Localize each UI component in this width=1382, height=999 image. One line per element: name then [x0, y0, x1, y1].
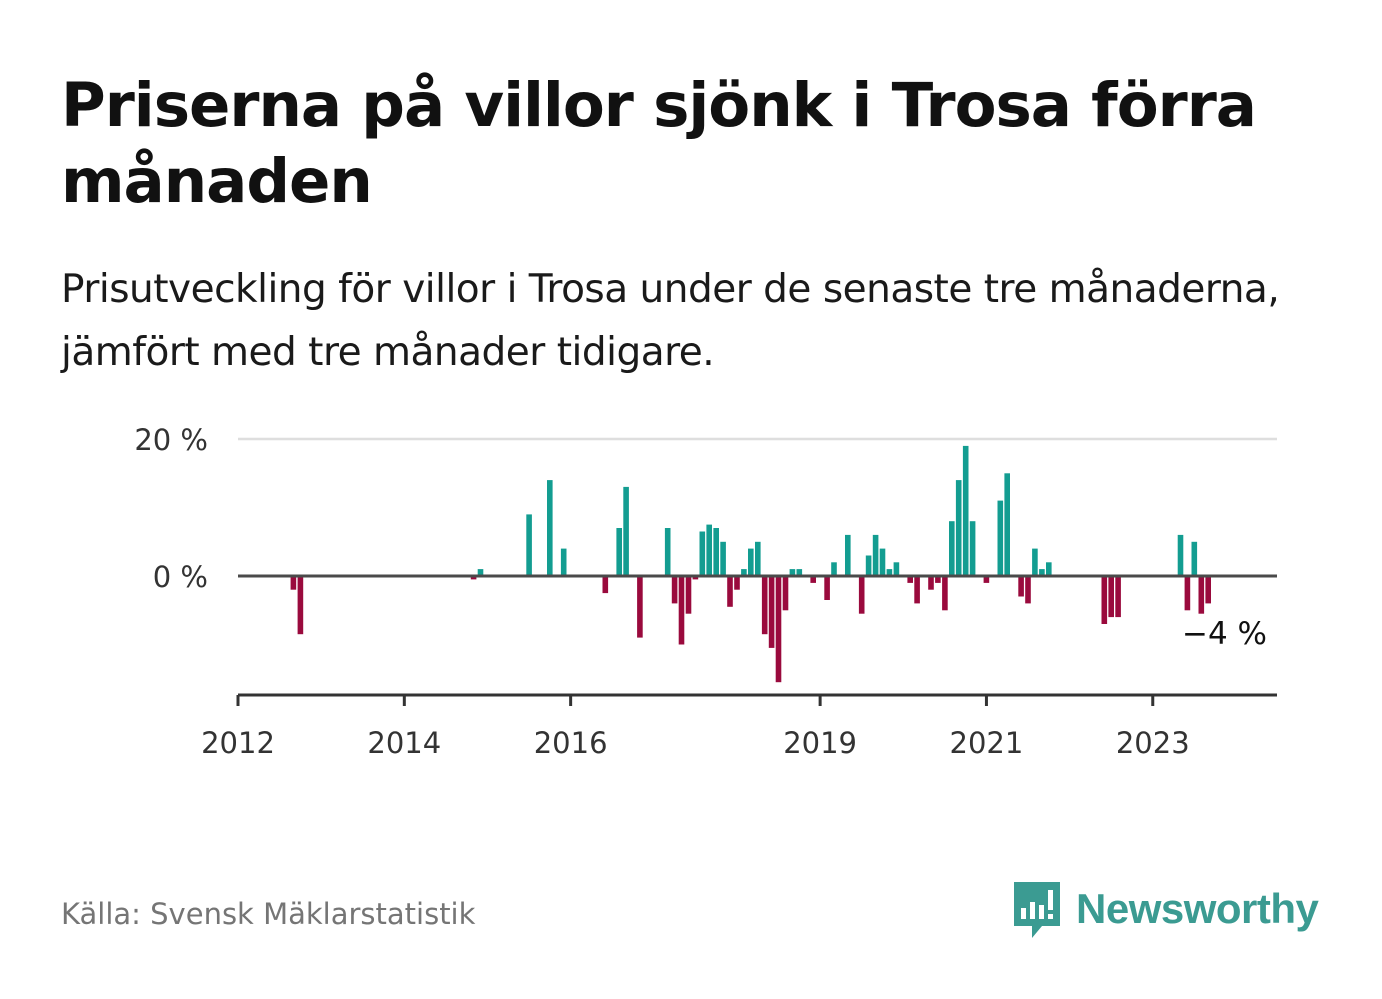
x-tick-label: 2021 — [950, 726, 1024, 760]
bar-2017-03 — [664, 528, 671, 576]
bar-2022-07 — [1108, 576, 1114, 618]
x-tick-label: 2016 — [534, 726, 608, 760]
bar-2021-01 — [983, 576, 990, 583]
bar-2014-11 — [470, 576, 477, 580]
bar-2019-03 — [831, 562, 837, 576]
bar-2021-04 — [1004, 473, 1010, 577]
bar-2016-06 — [602, 576, 609, 594]
bar-2018-07 — [775, 576, 782, 683]
bar-2017-08 — [699, 531, 706, 576]
bar-2020-09 — [955, 480, 962, 576]
bar-2023-09 — [1205, 576, 1211, 604]
newsworthy-logo-text: Newsworthy — [1076, 885, 1319, 932]
newsworthy-logo[interactable]: Newsworthy — [1010, 878, 1319, 940]
bar-2021-09 — [1039, 569, 1045, 576]
x-tick-label: 2014 — [367, 726, 441, 760]
bar-2020-02 — [907, 576, 913, 583]
bar-2017-04 — [671, 576, 678, 604]
bar-2022-06 — [1101, 576, 1108, 624]
bars — [290, 445, 1211, 683]
labels: 0 % 20 % 2012 2014 2016 2019 2021 2023 −4 % — [134, 423, 1267, 760]
bar-2021-06 — [1018, 576, 1024, 597]
bar-2019-05 — [845, 534, 851, 576]
bar-2021-07 — [1025, 576, 1031, 604]
bar-2017-06 — [685, 576, 692, 614]
bar-2017-09 — [706, 524, 712, 576]
bar-2021-10 — [1046, 562, 1052, 576]
bar-2017-10 — [713, 528, 719, 576]
bar-2018-02 — [741, 569, 747, 576]
newsworthy-logo-icon — [1014, 882, 1060, 938]
bar-2012-10 — [297, 576, 304, 635]
last-value-label: −4 % — [1182, 616, 1267, 652]
bar-2020-08 — [949, 521, 955, 576]
bar-2018-12 — [810, 576, 816, 583]
bar-2017-12 — [727, 576, 733, 607]
bar-2020-11 — [969, 521, 976, 576]
bar-2019-09 — [872, 534, 879, 576]
bar-2018-04 — [755, 541, 761, 577]
bar-2018-09 — [789, 569, 796, 576]
bar-2019-10 — [879, 548, 886, 576]
bar-2020-06 — [935, 576, 941, 583]
chart-title: Priserna på villor sjönk i Trosa förra m… — [61, 70, 1257, 217]
bar-2015-10 — [547, 480, 553, 576]
x-tick-label: 2023 — [1116, 726, 1190, 760]
bar-2018-06 — [768, 576, 775, 648]
y-tick-label: 20 % — [134, 423, 208, 457]
bar-2022-08 — [1115, 576, 1121, 618]
bar-2018-05 — [761, 576, 768, 635]
bar-2020-10 — [962, 445, 969, 576]
bar-2018-10 — [796, 569, 803, 576]
chart-subtitle: Prisutveckling för villor i Trosa under … — [61, 267, 1280, 375]
bar-chart: 0 % 20 % 2012 2014 2016 2019 2021 2023 −4 % — [134, 423, 1277, 760]
bar-2016-09 — [623, 486, 629, 576]
bar-2017-11 — [720, 541, 726, 577]
bar-2014-12 — [477, 569, 484, 576]
bar-2015-12 — [560, 548, 567, 576]
bar-2018-01 — [734, 576, 740, 590]
bar-2019-11 — [886, 569, 893, 576]
bar-2017-07 — [692, 576, 699, 580]
bar-2016-08 — [616, 528, 622, 576]
bar-2016-11 — [637, 576, 643, 638]
axes — [236, 574, 1277, 706]
x-tick-label: 2012 — [201, 726, 275, 760]
bar-2023-06 — [1184, 576, 1191, 611]
bar-2023-08 — [1198, 576, 1205, 614]
source-note: Källa: Svensk Mäklarstatistik — [61, 897, 476, 931]
bar-2015-07 — [526, 514, 532, 576]
bar-2023-05 — [1177, 534, 1184, 576]
x-tick-label: 2019 — [783, 726, 857, 760]
bar-2019-12 — [893, 562, 900, 576]
y-tick-label: 0 % — [153, 560, 208, 594]
bar-2020-07 — [942, 576, 948, 611]
bar-2021-08 — [1032, 548, 1038, 576]
bar-2020-05 — [928, 576, 934, 590]
bar-2021-03 — [997, 500, 1004, 576]
bar-2018-03 — [748, 548, 754, 576]
bar-2018-08 — [782, 576, 789, 611]
bar-2017-05 — [678, 576, 685, 645]
bar-2012-09 — [290, 576, 297, 590]
bar-2023-07 — [1191, 541, 1198, 577]
bar-2020-03 — [914, 576, 920, 604]
bar-2019-07 — [858, 576, 865, 614]
bar-2019-02 — [824, 576, 830, 600]
bar-2019-08 — [865, 555, 872, 576]
